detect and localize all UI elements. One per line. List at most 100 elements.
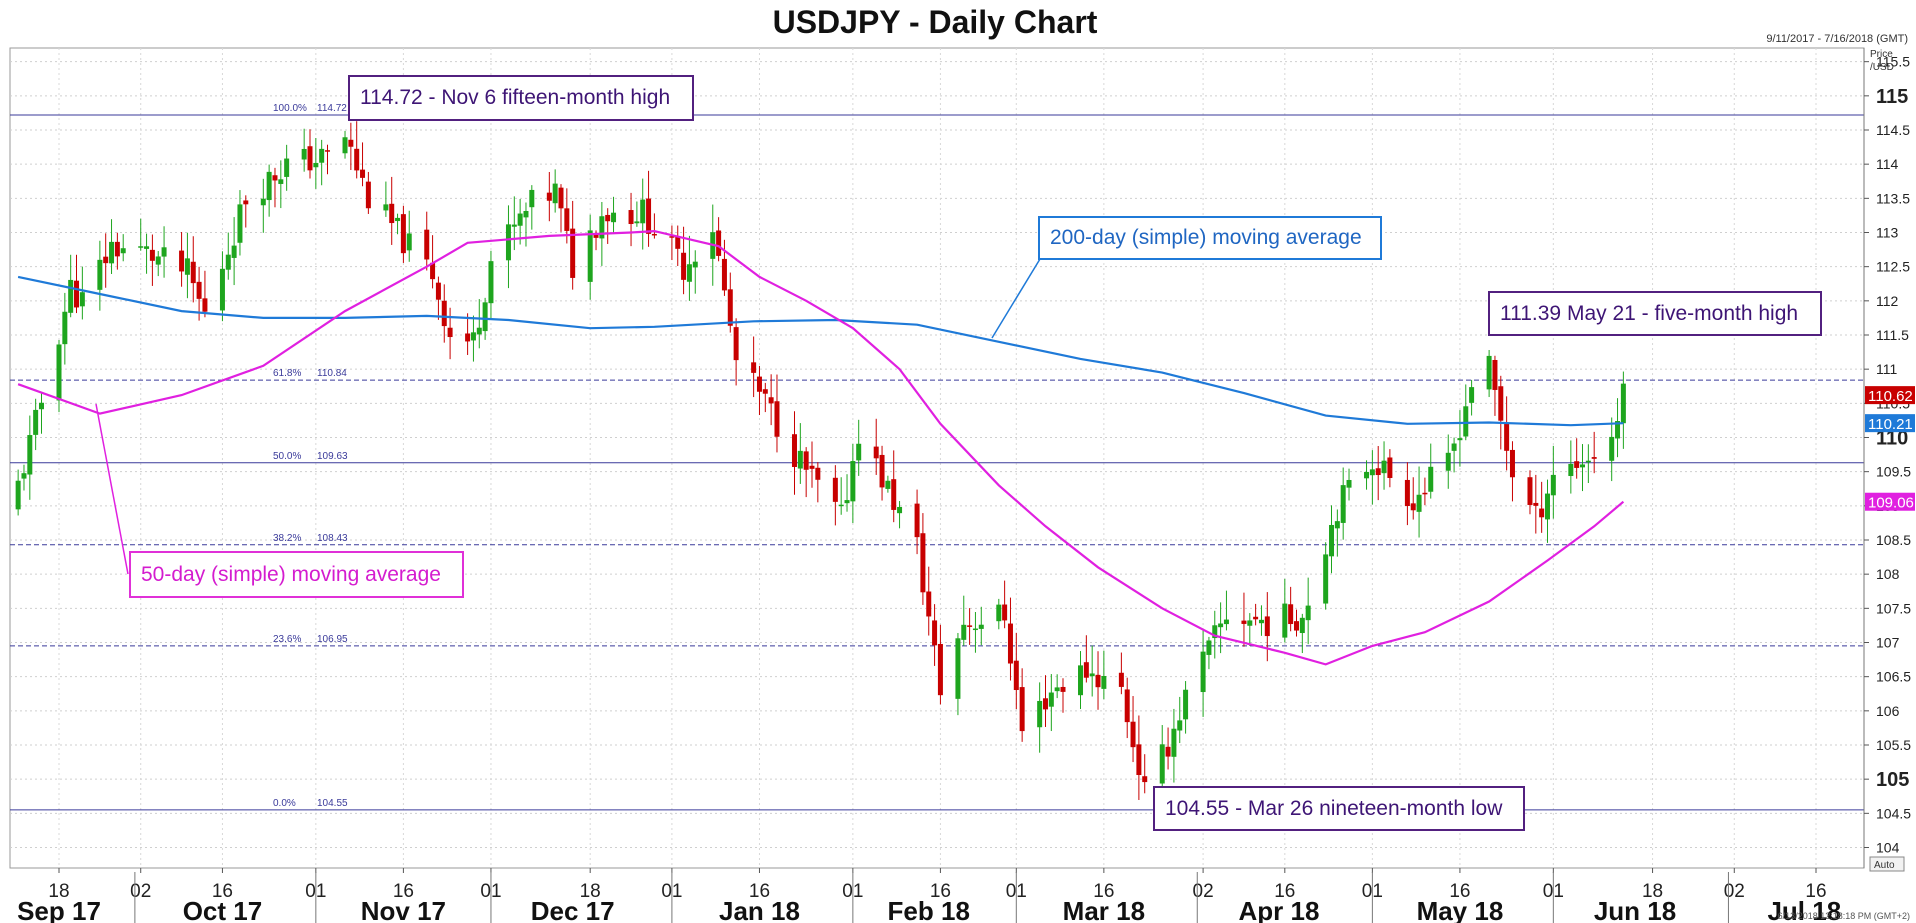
annotation-pointers — [95, 258, 1041, 575]
candle-body — [1527, 477, 1533, 505]
candle-body — [1299, 617, 1305, 634]
y-tick-label: 106.5 — [1876, 669, 1911, 685]
candle-body — [721, 258, 727, 291]
candle-body — [552, 183, 558, 204]
candle-body — [856, 443, 862, 461]
candle-body — [1095, 674, 1101, 688]
candle-body — [284, 158, 290, 177]
candle-body — [646, 198, 652, 234]
candle-body — [1609, 436, 1615, 461]
candle-body — [593, 234, 599, 238]
candle-body — [1568, 463, 1574, 477]
candle-body — [879, 454, 885, 488]
candle-body — [103, 256, 109, 264]
candle-body — [1054, 687, 1060, 692]
candle-body — [1013, 660, 1019, 691]
candle-body — [733, 327, 739, 361]
candle-body — [1492, 359, 1498, 390]
y-tick-label: 115.5 — [1876, 54, 1910, 70]
candle-body — [435, 282, 441, 300]
candle-body — [762, 389, 768, 394]
candle-body — [190, 261, 196, 284]
moving-averages — [17, 229, 1625, 666]
candle-body — [1498, 386, 1504, 421]
fib-percent-label: 0.0% — [273, 798, 296, 809]
month-label: Jun 18 — [1594, 896, 1676, 923]
candle-body — [319, 148, 325, 163]
candle-body — [1200, 651, 1206, 693]
candle-body — [21, 473, 27, 479]
candle-body — [1078, 665, 1084, 696]
candle-body — [937, 643, 943, 696]
x-tick-label: 02 — [1193, 881, 1214, 902]
candle-body — [243, 200, 249, 205]
candle-body — [885, 480, 891, 489]
month-label: May 18 — [1417, 896, 1504, 923]
candle-body — [470, 332, 476, 341]
candle-body — [1130, 721, 1136, 748]
ma200-line — [17, 275, 1624, 427]
y-tick-label: 113.5 — [1876, 190, 1910, 206]
fib-price-label: 108.43 — [317, 533, 348, 544]
month-label: Mar 18 — [1063, 896, 1145, 923]
axes: 18 02 16 01 16 01 18 01 16 01 16 01 16 02 16 01 16 01 18 02… — [17, 48, 1915, 923]
annotation-nineteen-month-low: 104.55 - Mar 26 nineteen-month low — [1153, 786, 1525, 831]
fib-percent-label: 100.0% — [273, 103, 307, 114]
candle-body — [558, 187, 564, 209]
y-tick-label: 112.5 — [1876, 259, 1910, 275]
candle-body — [488, 261, 494, 304]
y-tick-label: 105 — [1876, 769, 1909, 791]
candle-body — [751, 362, 757, 373]
candle-body — [961, 624, 967, 640]
candle-body — [79, 292, 85, 307]
candle-body — [1381, 460, 1387, 474]
candle-body — [955, 638, 961, 699]
x-tick-label: 02 — [130, 881, 151, 902]
y-tick-label: 105.5 — [1876, 737, 1911, 753]
ma50-pointer — [95, 403, 129, 575]
candle-body — [1533, 502, 1539, 506]
candle-body — [342, 137, 348, 154]
candle-body — [1329, 524, 1335, 557]
candle-body — [1177, 720, 1183, 731]
month-label: Oct 17 — [183, 896, 263, 923]
candle-body — [354, 148, 360, 171]
y-tick-label: 114 — [1876, 156, 1899, 172]
candle-body — [1002, 604, 1008, 621]
candle-body — [27, 435, 33, 475]
y-tick-label: 108 — [1876, 566, 1900, 582]
fib-price-label: 106.95 — [317, 634, 348, 645]
candle-body — [1486, 355, 1492, 390]
candle-body — [424, 229, 430, 260]
candle-body — [914, 503, 920, 538]
candle-body — [605, 214, 611, 222]
candle-body — [1387, 457, 1393, 478]
candle-body — [978, 624, 984, 629]
fib-percent-label: 23.6% — [273, 634, 301, 645]
fib-price-label: 109.63 — [317, 451, 348, 462]
candle-body — [225, 254, 231, 270]
candle-body — [278, 179, 284, 184]
candle-body — [33, 409, 39, 435]
candle-body — [307, 146, 313, 171]
candle-body — [202, 298, 208, 312]
candle-body — [1223, 619, 1229, 625]
ma200-price-tag: 110.21 — [1868, 416, 1913, 433]
candle-body — [1509, 449, 1515, 478]
candle-body — [1550, 474, 1556, 496]
candle-body — [1218, 623, 1224, 628]
candle-body — [161, 247, 167, 257]
candle-body — [570, 228, 576, 278]
x-tick-label: 02 — [1724, 881, 1745, 902]
candle-body — [809, 465, 815, 469]
y-tick-label: 104 — [1876, 840, 1900, 856]
timestamp: 6/13/2018 12:18:18 PM (GMT+2) — [1777, 911, 1910, 921]
candle-body — [1364, 471, 1370, 479]
candle-body — [389, 203, 395, 224]
candle-body — [325, 150, 331, 152]
candle-body — [1585, 460, 1591, 463]
y-tick-label: 111.5 — [1876, 327, 1909, 343]
candle-body — [628, 210, 634, 225]
auto-label: Auto — [1874, 860, 1895, 871]
x-tick-label: 16 — [1274, 881, 1295, 902]
